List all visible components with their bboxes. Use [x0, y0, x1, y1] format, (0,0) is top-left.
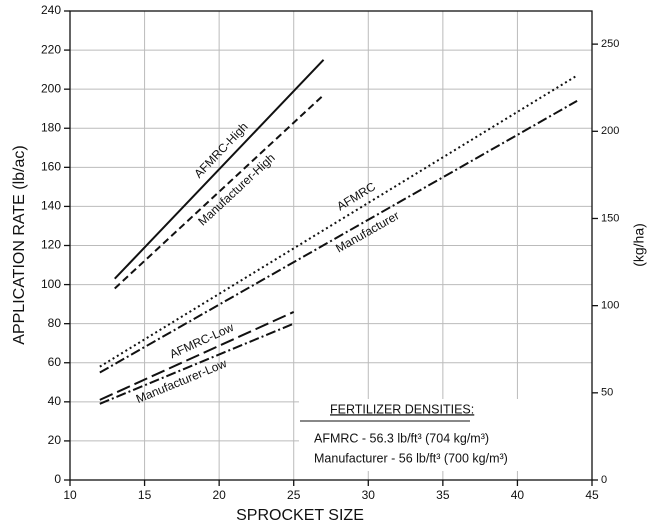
y2-tick-label: 150	[601, 212, 619, 224]
annotation: Manufacturer - 56 lb/ft³ (700 kg/m³)	[314, 451, 508, 465]
y-tick-label: 160	[41, 160, 61, 174]
y2-tick-label: 0	[601, 474, 607, 486]
y-axis-label: APPLICATION RATE (lb/ac)	[11, 145, 28, 344]
y-tick-label: 180	[41, 120, 61, 134]
y-tick-label: 0	[54, 472, 61, 486]
plot-frame	[69, 10, 593, 481]
annotation: FERTILIZER DENSITIES:	[330, 402, 474, 416]
x-tick-label: 10	[63, 488, 77, 502]
x-tick-label: 20	[212, 488, 226, 502]
y-tick-label: 100	[41, 277, 61, 291]
x-tick-label: 35	[436, 488, 450, 502]
y-tick-label: 20	[48, 433, 62, 447]
series-label: AFMRC	[334, 179, 378, 213]
series-label: Manufacturer	[333, 208, 401, 255]
line-series	[114, 94, 325, 290]
y-tick-label: 200	[41, 81, 61, 95]
x-axis-label: SPROCKET SIZE	[236, 507, 364, 524]
y-tick-label: 240	[41, 3, 61, 17]
y2-tick-label: 200	[601, 125, 619, 137]
y-tick-label: 60	[48, 355, 62, 369]
y2-tick-label: 100	[601, 300, 619, 312]
x-tick-label: 40	[511, 488, 525, 502]
annotation: AFMRC - 56.3 lb/ft³ (704 kg/m³)	[314, 431, 489, 445]
y-tick-label: 220	[41, 42, 61, 56]
line-series	[99, 322, 295, 405]
y2-tick-label: 50	[601, 387, 613, 399]
legend-box	[299, 399, 592, 471]
x-tick-label: 45	[585, 488, 599, 502]
line-series	[99, 311, 295, 401]
x-tick-label: 30	[362, 488, 376, 502]
line-series	[114, 59, 325, 280]
line-series	[99, 74, 578, 368]
x-tick-label: 15	[138, 488, 152, 502]
y-tick-label: 140	[41, 199, 61, 213]
line-series	[99, 100, 578, 374]
series-label: AFMRC-Low	[167, 320, 236, 361]
y-tick-label: 80	[48, 316, 62, 330]
y2-tick-label: 250	[601, 38, 619, 50]
x-tick-label: 25	[287, 488, 301, 502]
y2-axis-label: (kg/ha)	[631, 223, 647, 267]
y-tick-label: 40	[48, 394, 62, 408]
y-tick-label: 120	[41, 238, 61, 252]
